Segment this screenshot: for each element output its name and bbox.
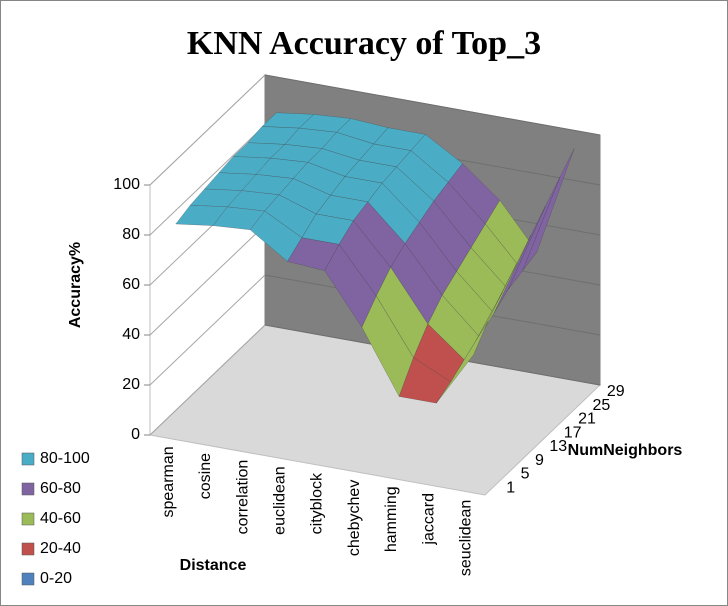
x-tick-label: cityblock: [309, 472, 326, 534]
z-tick-label: 21: [578, 411, 596, 428]
x-tick-label: cosine: [197, 453, 214, 499]
z-tick-label: 5: [521, 466, 530, 483]
grid-line: [149, 274, 266, 386]
surface-cell: [436, 320, 489, 404]
grid-line: [264, 74, 601, 136]
legend-label: 0-20: [40, 570, 72, 587]
y-tick-label: 40: [122, 326, 140, 343]
z-tick-label: 13: [549, 438, 567, 455]
chart-title: KNN Accuracy of Top_3: [187, 25, 541, 62]
plot-area: 0 20 40 60 80 100 spearman cosine correlation euc…: [113, 73, 625, 576]
grid-line: [149, 124, 266, 236]
x-tick-label: euclidean: [271, 466, 288, 535]
legend-swatch: [21, 542, 35, 556]
x-tick-label: correlation: [234, 460, 251, 535]
legend-swatch: [21, 572, 35, 586]
x-tick-label: seuclidean: [458, 500, 475, 576]
grid-line: [149, 324, 266, 436]
legend-swatch: [21, 452, 35, 466]
y-axis-title: Accuracy%: [67, 242, 84, 328]
x-tick-label: jaccard: [420, 493, 437, 546]
legend-label: 60-80: [40, 480, 81, 497]
x-axis-title: Distance: [180, 557, 247, 574]
y-tick-label: 0: [131, 426, 140, 443]
y-tick-label: 60: [122, 276, 140, 293]
z-tick-label: 17: [564, 424, 582, 441]
x-tick-label: hamming: [383, 486, 400, 552]
y-tick-label: 80: [122, 226, 140, 243]
y-tick-label: 20: [122, 376, 140, 393]
z-tick-label: 25: [592, 397, 610, 414]
x-tick-label: chebychev: [346, 480, 363, 556]
legend-label: 40-60: [40, 510, 81, 527]
x-tick-label: spearman: [160, 446, 177, 517]
grid-line: [149, 74, 266, 186]
z-tick-label: 9: [535, 452, 544, 469]
legend-label: 80-100: [40, 450, 90, 467]
legend-swatch: [21, 512, 35, 526]
y-tick-label: 100: [113, 176, 140, 193]
z-tick-label: 1: [506, 479, 515, 496]
legend-label: 20-40: [40, 540, 81, 557]
z-tick-label: 29: [607, 383, 625, 400]
legend-swatch: [21, 482, 35, 496]
z-axis-title: NumNeighbors: [568, 442, 683, 459]
grid-line: [149, 224, 266, 336]
